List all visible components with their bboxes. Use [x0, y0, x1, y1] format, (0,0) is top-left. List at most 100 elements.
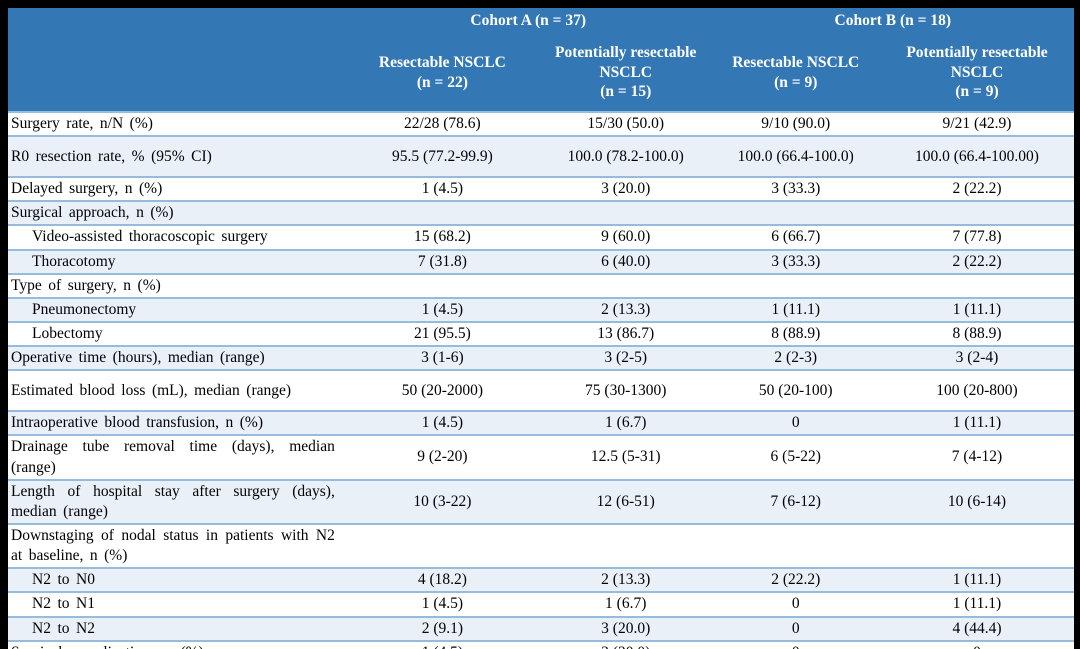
table-row: Estimated blood loss (mL), median (range…	[8, 369, 1074, 412]
table-row: Length of hospital stay after surgery (d…	[8, 478, 1074, 524]
row-label: Surgical approach, n (%)	[8, 200, 345, 226]
cell-value: 50 (20-2000)	[344, 369, 540, 412]
cohort-header-row: Cohort A (n = 37) Cohort B (n = 18)	[8, 8, 1074, 112]
cell-value: 3 (33.3)	[711, 176, 880, 202]
col-header-resectable-a: Resectable NSCLC (n = 22)	[344, 34, 540, 112]
table-row-section: Downstaging of nodal status in patients …	[8, 522, 1074, 569]
row-label: Operative time (hours), median (range)	[8, 345, 345, 371]
cell-value	[344, 272, 540, 298]
col-header-n: (n = 9)	[955, 83, 999, 101]
cell-value: 9/10 (90.0)	[711, 110, 880, 137]
cell-value: 1 (4.5)	[344, 176, 540, 202]
cell-value: 0	[711, 615, 880, 641]
cell-value: 3 (2-5)	[539, 345, 712, 371]
cell-value: 2 (22.2)	[711, 567, 880, 593]
cell-value: 15/30 (50.0)	[539, 110, 712, 137]
cell-value	[711, 200, 880, 226]
table-row-section: Type of surgery, n (%)	[8, 272, 1074, 298]
cell-value: 15 (68.2)	[344, 224, 540, 250]
cell-value	[539, 200, 712, 226]
cell-value: 21 (95.5)	[344, 320, 540, 347]
cell-value: 2 (13.3)	[539, 296, 712, 322]
table-row: Operative time (hours), median (range) 3…	[8, 345, 1074, 371]
cell-value: 1 (11.1)	[879, 567, 1074, 593]
cell-value	[879, 522, 1074, 569]
table-row: R0 resection rate, % (95% CI) 95.5 (77.2…	[8, 135, 1074, 178]
cell-value: 22/28 (78.6)	[344, 110, 540, 137]
col-header-name: Potentially resectable NSCLC	[555, 43, 697, 81]
row-label: Type of surgery, n (%)	[8, 272, 345, 298]
table-row: Lobectomy 21 (95.5) 13 (86.7) 8 (88.9) 8…	[8, 320, 1074, 347]
row-label: Pneumonectomy	[8, 296, 345, 322]
cell-value: 3 (33.3)	[711, 248, 880, 274]
cell-value	[711, 272, 880, 298]
table-row: Surgery rate, n/N (%) 22/28 (78.6) 15/30…	[8, 110, 1074, 137]
cell-value: 0	[879, 639, 1074, 649]
cohort-a-header: Cohort A (n = 37)	[344, 8, 712, 34]
table-row: Video-assisted thoracoscopic surgery 15 …	[8, 224, 1074, 250]
col-header-resectable-b: Resectable NSCLC (n = 9)	[711, 34, 880, 112]
cell-value: 6 (40.0)	[539, 248, 712, 274]
table-row: N2 to N0 4 (18.2) 2 (13.3) 2 (22.2) 1 (1…	[8, 567, 1074, 593]
cell-value: 1 (11.1)	[879, 591, 1074, 617]
cell-value: 1 (4.5)	[344, 591, 540, 617]
table-body: Surgery rate, n/N (%) 22/28 (78.6) 15/30…	[8, 110, 1074, 649]
cell-value: 0	[711, 591, 880, 617]
cell-value: 1 (6.7)	[539, 591, 712, 617]
cell-value: 6 (5-22)	[711, 434, 880, 480]
cell-value	[711, 522, 880, 569]
cell-value: 10 (6-14)	[879, 478, 1074, 524]
cell-value: 12.5 (5-31)	[539, 434, 712, 480]
table-row: N2 to N2 2 (9.1) 3 (20.0) 0 4 (44.4)	[8, 615, 1074, 641]
col-header-name: Resectable NSCLC	[732, 53, 860, 71]
cell-value: 2 (2-3)	[711, 345, 880, 371]
cell-value	[879, 200, 1074, 226]
cell-value: 7 (6-12)	[711, 478, 880, 524]
cell-value: 0	[711, 410, 880, 436]
row-label: Downstaging of nodal status in patients …	[8, 522, 345, 569]
cell-value: 95.5 (77.2-99.9)	[344, 135, 540, 178]
row-label: N2 to N0	[8, 567, 345, 593]
row-label: Surgery rate, n/N (%)	[8, 110, 345, 137]
cell-value: 100 (20-800)	[879, 369, 1074, 412]
cell-value: 3 (1-6)	[344, 345, 540, 371]
cell-value: 100.0 (66.4-100.00)	[879, 135, 1074, 178]
cell-value: 1 (6.7)	[539, 410, 712, 436]
col-header-potentially-a: Potentially resectable NSCLC (n = 15)	[539, 34, 712, 112]
col-header-name: Potentially resectable NSCLC	[906, 43, 1048, 81]
cell-value	[344, 200, 540, 226]
corner-header-cell	[8, 8, 345, 112]
cell-value: 1 (11.1)	[879, 296, 1074, 322]
table-header: Cohort A (n = 37) Cohort B (n = 18) Rese…	[8, 8, 1074, 112]
cell-value: 9 (2-20)	[344, 434, 540, 480]
row-label: Delayed surgery, n (%)	[8, 176, 345, 202]
cell-value: 100.0 (66.4-100.0)	[711, 135, 880, 178]
cell-value	[879, 272, 1074, 298]
cell-value: 9/21 (42.9)	[879, 110, 1074, 137]
cell-value: 2 (22.2)	[879, 176, 1074, 202]
table-row: Intraoperative blood transfusion, n (%) …	[8, 410, 1074, 436]
cell-value: 6 (66.7)	[711, 224, 880, 250]
row-label: N2 to N2	[8, 615, 345, 641]
cell-value: 2 (22.2)	[879, 248, 1074, 274]
cell-value: 12 (6-51)	[539, 478, 712, 524]
col-header-name: Resectable NSCLC	[378, 53, 506, 71]
row-label: Thoracotomy	[8, 248, 345, 274]
col-header-n: (n = 15)	[600, 83, 652, 101]
column-header-row: Resectable NSCLC (n = 22) Potentially re…	[8, 34, 1074, 112]
cell-value: 2 (13.3)	[539, 567, 712, 593]
row-label: Length of hospital stay after surgery (d…	[8, 478, 345, 524]
cell-value: 2 (9.1)	[344, 615, 540, 641]
cell-value: 8 (88.9)	[711, 320, 880, 347]
cell-value	[344, 522, 540, 569]
cell-value: 3 (20.0)	[539, 615, 712, 641]
cell-value: 7 (31.8)	[344, 248, 540, 274]
cell-value: 4 (18.2)	[344, 567, 540, 593]
cell-value: 50 (20-100)	[711, 369, 880, 412]
cell-value: 10 (3-22)	[344, 478, 540, 524]
cell-value: 0	[711, 639, 880, 649]
table-row: Surgical complications, n (%) 1 (4.5) 3 …	[8, 639, 1074, 649]
cell-value: 1 (11.1)	[711, 296, 880, 322]
cell-value: 3 (2-4)	[879, 345, 1074, 371]
